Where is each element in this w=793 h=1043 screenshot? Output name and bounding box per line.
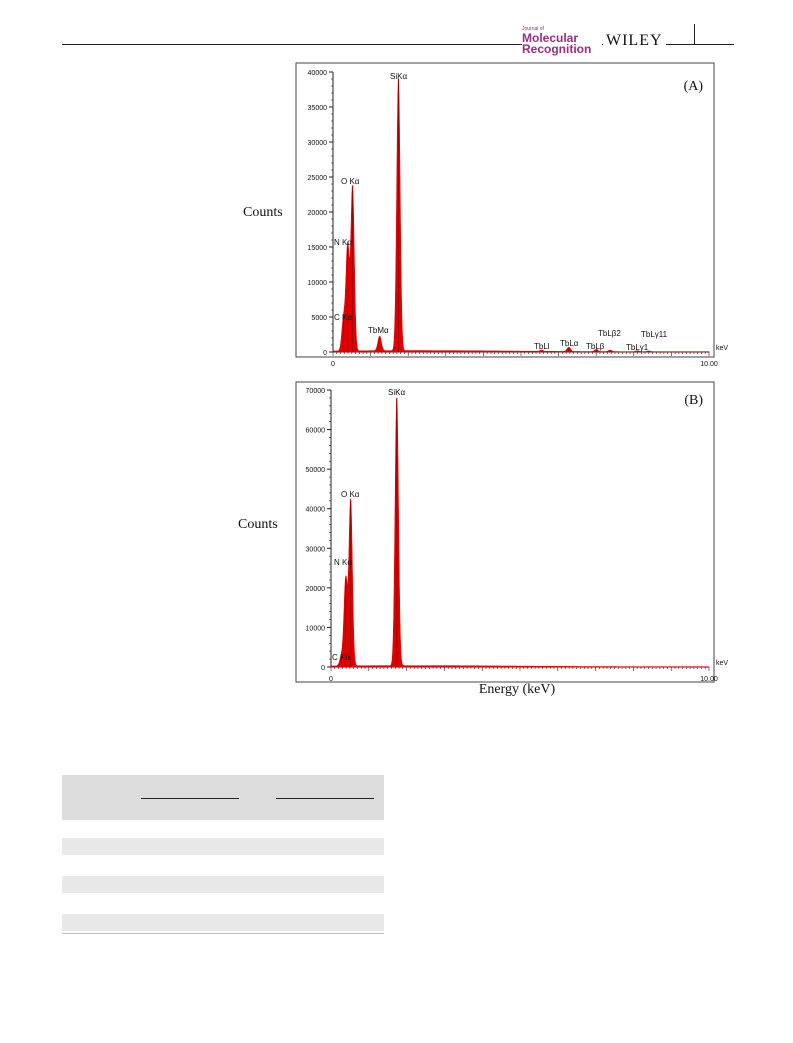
y-tick-label: 0 — [323, 350, 327, 357]
journal-logo-small-text: Journal of — [522, 26, 544, 32]
x-tick-label: 0 — [331, 361, 335, 368]
x-axis-label: Energy (keV) — [479, 682, 556, 697]
table-row — [62, 838, 384, 855]
journal-logo-line2: Recognition — [522, 42, 592, 56]
x-tick-label: 10.00 — [700, 361, 718, 368]
peak-label: TbLγ11 — [641, 330, 668, 339]
peak-label: TbLα — [560, 339, 579, 348]
y-tick-label: 15000 — [308, 245, 328, 252]
y-tick-label: 40000 — [306, 507, 326, 514]
y-tick-label: 10000 — [308, 280, 328, 287]
y-tick-label: 30000 — [308, 140, 328, 147]
peak-label: C Kα — [332, 653, 350, 662]
y-tick-label: 5000 — [311, 315, 327, 322]
y-tick-label: 20000 — [306, 586, 326, 593]
table-row — [62, 876, 384, 893]
y-tick-label: 40000 — [308, 70, 328, 77]
x-tick-label: 0 — [329, 676, 333, 683]
peak-label: O Kα — [341, 177, 360, 186]
journal-logo: Journal of Molecular Recognition — [522, 26, 602, 56]
peak-label: N Kα — [334, 238, 352, 247]
y-tick-label: 50000 — [306, 467, 326, 474]
y-tick-label: 30000 — [306, 546, 326, 553]
peak-label: TbLβ2 — [598, 329, 621, 338]
y-tick-label: 35000 — [308, 105, 328, 112]
panel-label: (A) — [684, 79, 704, 94]
chart-panel-b — [295, 381, 715, 683]
header-rule — [62, 44, 734, 45]
table-header-rule-2 — [276, 798, 374, 799]
x-unit-label: keV — [716, 345, 728, 352]
table-bottom-rule — [62, 933, 384, 934]
table-header — [62, 775, 384, 820]
table-header-rule-1 — [141, 798, 239, 799]
y-tick-label: 70000 — [306, 388, 326, 395]
peak-label: TbLl — [534, 342, 550, 351]
chart-panel-a — [295, 62, 715, 358]
y-axis-label: Counts — [243, 205, 283, 220]
peak-label: N Kα — [334, 558, 352, 567]
y-tick-label: 25000 — [308, 175, 328, 182]
y-tick-label: 60000 — [306, 428, 326, 435]
peak-label: SiKα — [390, 72, 407, 81]
publisher-logo: WILEY — [603, 32, 666, 50]
spectrum-series — [330, 397, 710, 668]
header-page-tick — [694, 24, 695, 44]
peak-label: TbLγ1 — [626, 343, 649, 352]
peak-label: TbLβ — [586, 342, 605, 351]
y-axis-label: Counts — [238, 517, 278, 532]
peak-label: SiKα — [388, 388, 405, 397]
panel-label: (B) — [684, 393, 703, 408]
y-tick-label: 20000 — [308, 210, 328, 217]
chart-frame — [295, 62, 715, 358]
journal-logo-line1: Molecular — [522, 31, 579, 45]
y-tick-label: 0 — [321, 665, 325, 672]
spectrum-series — [332, 78, 710, 353]
y-tick-label: 10000 — [306, 625, 326, 632]
chart-frame — [295, 381, 715, 683]
x-tick-label: 10.00 — [700, 676, 718, 683]
peak-label: O Kα — [341, 490, 360, 499]
peak-label: C Kα — [334, 313, 352, 322]
table-row — [62, 914, 384, 931]
peak-label: TbMα — [368, 326, 389, 335]
x-unit-label: keV — [716, 660, 728, 667]
